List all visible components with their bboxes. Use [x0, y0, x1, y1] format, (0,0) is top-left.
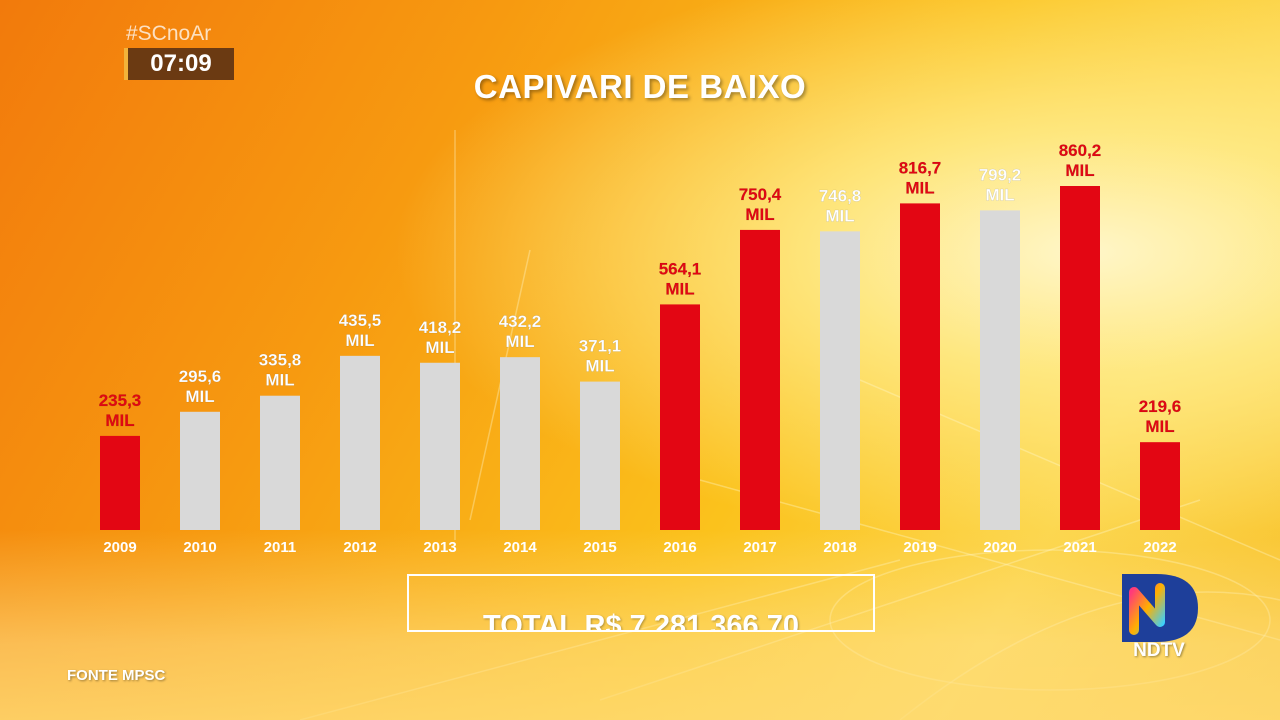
x-tick-label: 2018 [823, 539, 856, 556]
bar-unit-label: MIL [585, 357, 614, 376]
bar-value-label: 435,5 [339, 311, 382, 330]
x-tick-label: 2012 [343, 539, 376, 556]
bar-2011 [260, 395, 300, 530]
bar-value-label: 335,8 [259, 351, 302, 370]
bar-unit-label: MIL [825, 206, 854, 225]
bar-2020 [980, 210, 1020, 530]
bar-unit-label: MIL [105, 411, 134, 430]
bar-value-label: 295,6 [179, 367, 222, 386]
x-tick-label: 2019 [903, 539, 936, 556]
bar-value-label: 418,2 [419, 318, 462, 337]
x-tick-label: 2020 [983, 539, 1016, 556]
bar-unit-label: MIL [905, 178, 934, 197]
program-hashtag: #SCnoAr [126, 22, 212, 45]
bar-2019 [900, 203, 940, 531]
bar-2016 [660, 304, 700, 530]
channel-logo-text: NDTV [1133, 640, 1185, 661]
chart-title: CAPIVARI DE BAIXO [473, 68, 807, 105]
bar-value-label: 219,6 [1139, 397, 1182, 416]
bar-2010 [180, 411, 220, 530]
bar-value-label: 750,4 [739, 185, 782, 204]
bar-2022 [1140, 442, 1180, 530]
bar-unit-label: MIL [745, 205, 774, 224]
bar-value-label: 371,1 [579, 337, 622, 356]
bar-2021 [1060, 186, 1100, 530]
bar-unit-label: MIL [665, 279, 694, 298]
bar-value-label: 564,1 [659, 259, 702, 278]
broadcast-clock: 07:09 [124, 48, 234, 80]
bar-unit-label: MIL [265, 371, 294, 390]
bar-unit-label: MIL [505, 332, 534, 351]
bar-2012 [340, 355, 380, 530]
bar-2013 [420, 362, 460, 530]
total-box: TOTAL R$ 7.281.366,70 [407, 574, 875, 632]
bar-2015 [580, 381, 620, 530]
x-tick-label: 2021 [1063, 539, 1096, 556]
bar-value-label: 816,7 [899, 158, 942, 177]
bar-value-label: 432,2 [499, 312, 542, 331]
x-tick-label: 2013 [423, 539, 456, 556]
total-amount: TOTAL R$ 7.281.366,70 [483, 610, 799, 632]
bar-value-label: 746,8 [819, 186, 862, 205]
x-tick-label: 2014 [503, 539, 537, 556]
background-cityscape [0, 530, 1280, 720]
x-tick-label: 2015 [583, 539, 616, 556]
bar-unit-label: MIL [1065, 161, 1094, 180]
x-tick-label: 2022 [1143, 539, 1176, 556]
bar-unit-label: MIL [185, 387, 214, 406]
bar-2009 [100, 435, 140, 530]
bar-unit-label: MIL [985, 185, 1014, 204]
x-tick-label: 2009 [103, 539, 136, 556]
x-tick-label: 2017 [743, 539, 776, 556]
bar-value-label: 860,2 [1059, 141, 1102, 160]
bar-value-label: 235,3 [99, 391, 142, 410]
bar-2018 [820, 231, 860, 530]
bar-unit-label: MIL [345, 331, 374, 350]
ndtv-logo-icon [1122, 574, 1198, 642]
bar-unit-label: MIL [1145, 417, 1174, 436]
bar-2014 [500, 357, 540, 530]
x-tick-label: 2016 [663, 539, 696, 556]
x-tick-label: 2010 [183, 539, 216, 556]
bar-value-label: 799,2 [979, 165, 1022, 184]
source-credit: FONTE MPSC [67, 667, 166, 684]
x-tick-label: 2011 [264, 539, 297, 556]
bar-unit-label: MIL [425, 338, 454, 357]
bar-2017 [740, 229, 780, 530]
